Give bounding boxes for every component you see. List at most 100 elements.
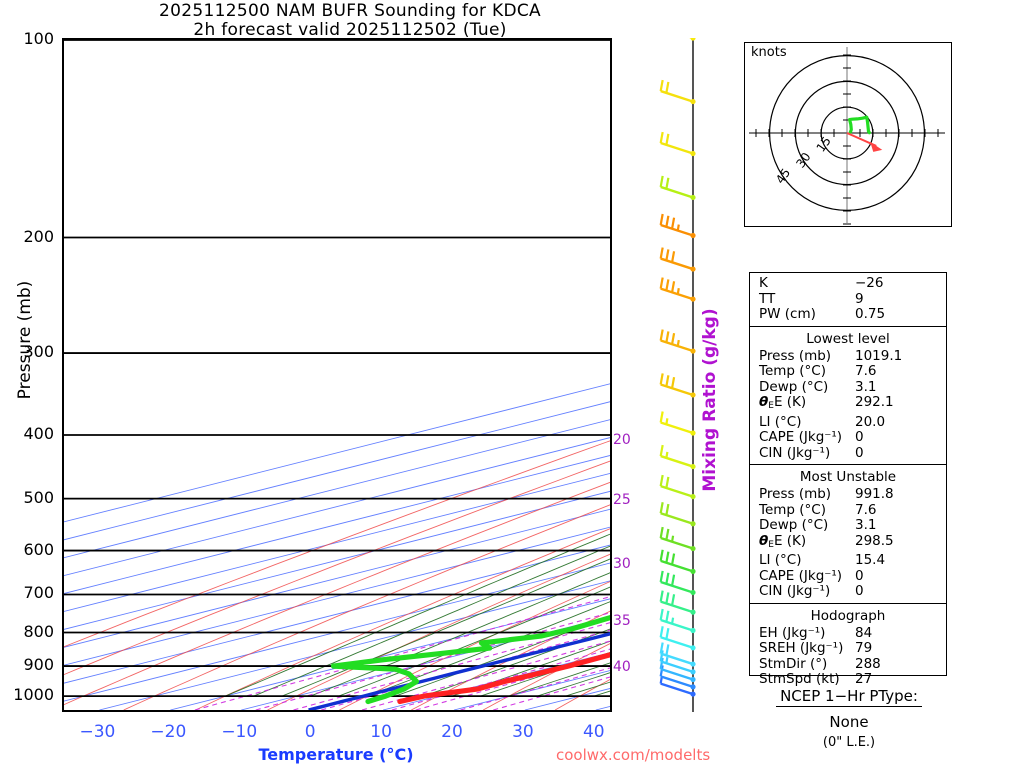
data-row: Temp (°C) 7.6 — [750, 501, 946, 519]
temperature-tick-10: 10 — [370, 722, 392, 742]
data-row: Dewp (°C) 3.1 — [750, 517, 946, 534]
temperature-tick--10: −10 — [221, 722, 258, 742]
data-row-label: SREH (Jkg⁻¹) — [759, 640, 844, 656]
most-unstable-section: Most Unstable Press (mb) 991.8 Temp (°C) 7.… — [750, 465, 946, 604]
data-row: θEE (K) 292.1 — [750, 394, 946, 415]
data-row-value: 298.5 — [855, 532, 894, 549]
data-row-value: 288 — [855, 655, 881, 672]
temperature-tick--20: −20 — [150, 722, 187, 742]
wind-barb — [659, 175, 696, 201]
data-row-label: θEE (K) — [759, 532, 807, 550]
wind-barb — [689, 38, 696, 41]
page-subtitle: 2h forecast valid 2025112502 (Tue) — [193, 20, 507, 40]
wind-barb — [659, 247, 696, 272]
data-row-value: 0 — [855, 429, 864, 445]
data-row-label: CIN (Jkg⁻¹) — [759, 444, 831, 461]
data-row-value: 79 — [855, 640, 873, 656]
pressure-tick-600: 600 — [23, 539, 54, 559]
data-row-label: StmSpd (kt) — [759, 671, 840, 687]
wind-barb — [659, 474, 696, 500]
wind-barb — [659, 411, 696, 436]
pressure-tick-100: 100 — [23, 29, 54, 48]
data-row: CAPE (Jkg⁻¹) 0 — [750, 429, 946, 446]
data-row-value: 0.75 — [855, 306, 886, 322]
pressure-axis-title: Pressure (mb) — [15, 280, 35, 400]
hodograph-stats-heading: Hodograph — [810, 607, 886, 624]
data-row: LI (°C) 15.4 — [750, 552, 946, 569]
wind-barb — [659, 213, 696, 239]
lowest-level-heading: Lowest level — [806, 330, 890, 347]
skewt-plot[interactable] — [62, 38, 612, 712]
data-row-label: K — [759, 275, 768, 291]
pressure-tick-200: 200 — [23, 226, 54, 246]
most-unstable-heading: Most Unstable — [799, 469, 897, 485]
wind-barb — [659, 570, 696, 596]
data-row-value: 7.6 — [855, 501, 877, 518]
wind-barb — [659, 444, 696, 470]
data-row-value: 9 — [855, 290, 864, 307]
skewt-canvas — [64, 40, 610, 710]
temperature-tick-40: 40 — [582, 722, 605, 742]
data-row-value: 84 — [855, 624, 873, 641]
temperature-tick--30: −30 — [79, 722, 116, 742]
data-row: StmSpd (kt) 27 — [750, 671, 946, 688]
hodograph-ring-label: 15 — [814, 134, 834, 155]
wind-barb — [659, 502, 696, 527]
data-row-value: 3.1 — [855, 378, 877, 395]
ptype-header: NCEP 1−Hr PType: — [776, 687, 922, 707]
hodograph[interactable]: knots 15 30 45 — [744, 41, 952, 227]
wind-barb — [659, 650, 696, 675]
wind-barb — [659, 373, 696, 398]
pressure-tick-900: 900 — [23, 655, 54, 675]
sounding-data-panel: K −26 TT 9 PW (cm) 0.75 Lowest level Press (m… — [749, 272, 947, 687]
pressure-tick-400: 400 — [23, 424, 54, 443]
temperature-axis-title: Temperature (°C) — [258, 745, 414, 764]
data-row: CAPE (Jkg⁻¹) 0 — [750, 567, 946, 585]
wind-barb — [659, 131, 696, 157]
wind-barb — [659, 626, 696, 651]
data-row: Press (mb) 1019.1 — [750, 347, 946, 365]
data-row: SREH (Jkg⁻¹) 79 — [750, 640, 946, 657]
data-row-value: 991.8 — [855, 486, 894, 502]
data-row: Press (mb) 991.8 — [750, 486, 946, 503]
data-row-value: 0 — [855, 567, 864, 584]
data-row-label: CAPE (Jkg⁻¹) — [759, 429, 843, 445]
wind-barb — [659, 642, 696, 667]
lowest-level-section: Lowest level Press (mb) 1019.1 Temp (°C) 7.… — [750, 327, 946, 465]
data-row: TT 9 — [750, 290, 946, 308]
hodograph-units-label: knots — [751, 45, 787, 60]
temperature-tick-0: 0 — [304, 722, 316, 742]
data-row-label: Press (mb) — [759, 347, 832, 364]
data-row-label: LI (°C) — [759, 413, 802, 430]
data-row-value: 0 — [855, 583, 864, 599]
data-row-label: TT — [759, 290, 776, 307]
data-row-label: Dewp (°C) — [759, 378, 829, 395]
data-row-label: Press (mb) — [759, 486, 832, 502]
data-row-value: 20.0 — [855, 413, 886, 430]
mixing-ratio-tick-30: 30 — [613, 556, 631, 572]
wind-barb — [659, 277, 696, 302]
mixing-ratio-tick-35: 35 — [613, 613, 631, 629]
data-row: LI (°C) 20.0 — [750, 413, 946, 431]
data-row-label: CIN (Jkg⁻¹) — [759, 583, 831, 599]
mixing-ratio-tick-40: 40 — [613, 659, 631, 675]
hodograph-ring-label: 30 — [793, 150, 813, 171]
data-row: K −26 — [750, 275, 946, 292]
ptype-box: NCEP 1−Hr PType: None (0" L.E.) — [744, 686, 954, 758]
pressure-tick-500: 500 — [23, 487, 54, 507]
wind-barb-column — [659, 38, 696, 712]
data-row-label: Temp (°C) — [759, 501, 826, 518]
data-row: PW (cm) 0.75 — [750, 306, 946, 323]
data-row: Dewp (°C) 3.1 — [750, 378, 946, 396]
data-row-value: 3.1 — [855, 517, 877, 533]
ptype-liquid-equivalent: (0" L.E.) — [822, 735, 876, 750]
pressure-tick-1000: 1000 — [13, 685, 54, 705]
hodograph-ring-label: 45 — [773, 166, 793, 187]
wind-barb — [659, 677, 696, 697]
wind-barb — [659, 526, 696, 552]
data-row-value: 0 — [855, 444, 864, 461]
data-row-label: LI (°C) — [759, 552, 802, 568]
data-row: EH (Jkg⁻¹) 84 — [750, 624, 946, 642]
